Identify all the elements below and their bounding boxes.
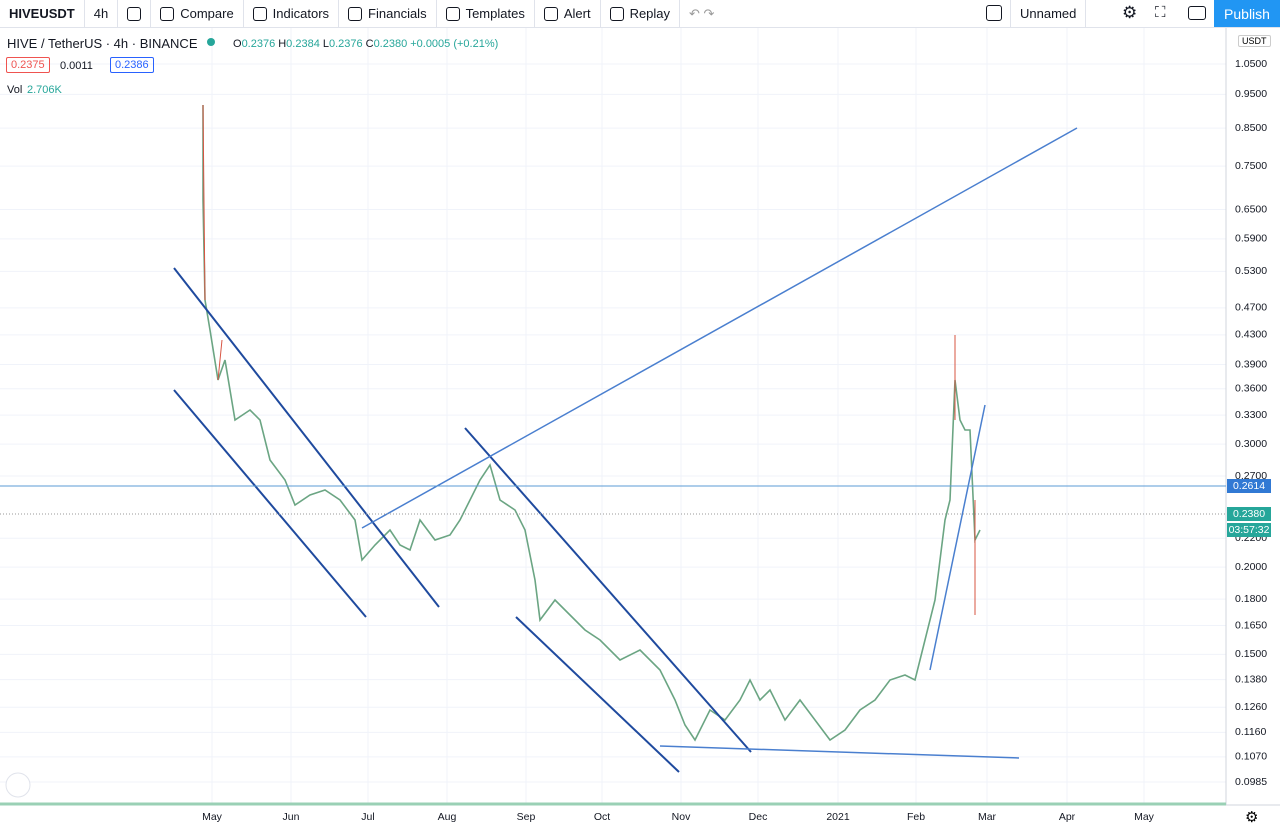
icon [348,6,363,21]
price-label: 0.2000 [1235,561,1267,573]
toolbar-button[interactable]: Indicators [244,0,340,27]
time-label: Jun [283,811,300,823]
trend-lines [173,267,752,773]
interval[interactable]: 4h [85,0,119,27]
price-label: 0.3900 [1235,358,1267,370]
ohlc-label: O [233,38,242,50]
price-label: 1.0500 [1235,58,1267,70]
publish-button[interactable]: Publish [1214,0,1280,27]
snapshot[interactable] [1188,6,1206,20]
price-series [202,105,981,742]
undo[interactable]: ↶ ↷ [689,5,715,21]
legend-title: HIVE / TetherUS · 4h · BINANCE [7,36,198,51]
price-label: 0.0985 [1235,776,1267,788]
ohlc-value: 0.2376 [328,38,363,50]
change: +0.0005 (+0.21%) [410,38,499,50]
price-label: 0.1380 [1235,673,1267,685]
currency[interactable]: USDT [1238,35,1271,47]
time-label: Dec [749,811,768,823]
icon [445,6,460,21]
toolbar: HIVEUSDT 4h Compare Indicators Financials T… [0,0,1280,28]
time-label: Aug [438,811,457,823]
trend-lines-light [361,127,1078,759]
price-label: 0.1500 [1235,648,1267,660]
price-label: 0.3600 [1235,383,1267,395]
last-price-badge: 0.2380 [1227,507,1271,521]
ask: 0.2386 [110,57,154,73]
toolbar-buttons: Compare Indicators Financials Templates Aler… [151,0,681,27]
price-label: 0.5900 [1235,233,1267,245]
button-label: Templates [465,6,525,21]
price-label: 0.8500 [1235,122,1267,134]
price-label: 0.7500 [1235,160,1267,172]
logo [5,772,31,798]
bid: 0.2375 [6,57,50,73]
button-label: Financials [368,6,427,21]
button-label: Replay [629,6,671,21]
ohlc-label: L [322,38,329,50]
time-label: Sep [517,811,536,823]
time-label: 2021 [826,811,850,823]
toolbar-button[interactable]: Templates [437,0,535,27]
time-label: Nov [672,811,691,823]
line-price-badge: 0.2614 [1227,479,1271,493]
price-label: 0.1650 [1235,619,1267,631]
icon [609,6,624,21]
toolbar-button[interactable]: Financials [339,0,437,27]
price-label: 0.4700 [1235,302,1267,314]
toolbar-button[interactable]: Replay [601,0,681,27]
button-label: Compare [180,6,234,21]
symbol[interactable]: HIVEUSDT [0,0,85,27]
price-label: 0.4300 [1235,329,1267,341]
price-label: 0.2700 [1235,470,1267,482]
spread: 0.0011 [60,60,93,72]
grid [0,28,1226,805]
button-label: Alert [563,6,591,21]
toolbar-button[interactable]: Compare [151,0,244,27]
price-label: 0.9500 [1235,88,1267,100]
price-label: 0.1070 [1235,751,1267,763]
price-label: 0.3300 [1235,409,1267,421]
layout-name[interactable]: Unnamed [1010,0,1087,27]
ohlc-value: 0.2376 [241,38,276,50]
ohlc-label: H [278,38,287,50]
volume-value: 2.706K [27,84,62,96]
price-wicks [202,104,976,615]
price-label: 0.6500 [1235,203,1267,215]
price-label: 0.1260 [1235,701,1267,713]
time-label: May [202,811,223,823]
price-label: 0.5300 [1235,265,1267,277]
layout-toggle[interactable] [986,5,1002,21]
settings[interactable]: ⚙ [1122,3,1138,22]
ohlc-value: 0.2380 [373,38,408,50]
time-label: Jul [361,811,374,823]
button-label: Indicators [272,6,330,21]
fullscreen[interactable]: ⛶ [1155,4,1166,21]
axis-settings[interactable]: ⚙ [1245,809,1259,826]
ohlc: O0.2376 H0.2384 L0.2376 C0.2380 +0.0005 (+0.… [233,38,498,50]
icon [160,6,175,21]
time-label: Mar [978,811,997,823]
chart-style[interactable] [118,0,152,27]
icon [543,6,558,21]
price-label: 0.1800 [1235,593,1267,605]
time-label: Feb [907,811,925,823]
ohlc-label: C [365,38,374,50]
ohlc-value: 0.2384 [286,38,320,50]
toolbar-button[interactable]: Alert [535,0,601,27]
time-label: Apr [1059,811,1076,823]
time-label: Oct [594,811,610,823]
volume-label: Vol [7,84,23,96]
status-dot [207,38,215,46]
time-label: May [1134,811,1155,823]
countdown-badge: 03:57:32 [1227,523,1271,537]
price-label: 0.1160 [1235,726,1266,738]
icon [252,6,267,21]
price-label: 0.3000 [1235,438,1267,450]
